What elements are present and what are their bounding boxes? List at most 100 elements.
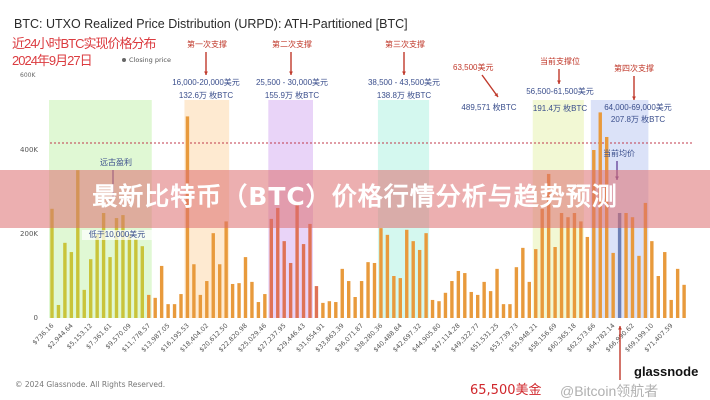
bar xyxy=(172,304,177,318)
bar xyxy=(192,264,196,318)
support-4-range: 64,000-69,000美元 xyxy=(604,103,672,112)
bar xyxy=(301,244,306,318)
bar xyxy=(140,246,144,318)
bar xyxy=(95,234,99,318)
bar xyxy=(276,207,280,318)
bottom-price-label: 65,500美金 xyxy=(470,383,542,398)
bar xyxy=(534,249,538,318)
support-3-range: 38,500 - 43,500美元 xyxy=(367,78,441,87)
bar xyxy=(682,284,686,318)
bar xyxy=(553,247,557,318)
bar xyxy=(405,229,409,318)
y-tick: 200K xyxy=(20,230,38,238)
support-1-label: 第一次支撑 xyxy=(187,40,227,49)
support-1-range: 16,000-20,000美元 xyxy=(172,78,240,87)
bar xyxy=(353,297,357,318)
bar xyxy=(656,276,660,318)
glassnode-logo: glassnode xyxy=(634,364,699,379)
bar xyxy=(559,213,564,318)
arrow-icon xyxy=(481,74,499,98)
bar xyxy=(482,281,486,318)
current-support-label: 当前支撑位 xyxy=(540,57,580,66)
bar xyxy=(566,217,570,318)
bar xyxy=(76,170,80,318)
current-support-range: 56,500-61,500美元 xyxy=(526,87,594,96)
bar xyxy=(372,262,377,318)
support-2-amount: 155.9万 枚BTC xyxy=(264,91,320,100)
bar xyxy=(282,241,286,318)
bar xyxy=(288,262,293,318)
bar xyxy=(269,218,273,318)
bar xyxy=(579,221,583,318)
bar xyxy=(476,294,480,318)
bar xyxy=(218,264,222,318)
bar xyxy=(540,208,544,318)
bar xyxy=(424,233,428,318)
bar xyxy=(398,278,402,318)
bar xyxy=(624,213,628,318)
bar xyxy=(521,247,525,318)
support-2-label: 第二次支撑 xyxy=(272,40,312,49)
bar xyxy=(82,289,86,318)
legend-closing-price[interactable]: Closing price xyxy=(122,56,171,64)
chart-title: BTC: UTXO Realized Price Distribution (U… xyxy=(14,17,408,31)
bar xyxy=(295,204,299,318)
overlay-date: 2024年9月27日 xyxy=(12,53,93,68)
support-3-amount: 138.8万 枚BTC xyxy=(376,91,432,100)
arrowhead-icon xyxy=(289,71,293,75)
bar xyxy=(501,304,506,318)
bar xyxy=(430,299,435,318)
average-price-label: 当前均价 xyxy=(603,149,635,158)
bar xyxy=(495,268,499,318)
bar xyxy=(417,249,422,318)
bar xyxy=(243,257,248,318)
bar xyxy=(443,292,448,318)
bar xyxy=(224,221,228,318)
bar xyxy=(63,242,67,318)
bar xyxy=(643,202,648,318)
bar xyxy=(411,241,415,318)
bar xyxy=(114,218,119,318)
support-2-range: 25,500 - 30,000美元 xyxy=(255,78,329,87)
bar xyxy=(385,234,390,318)
bar xyxy=(340,268,344,318)
bar xyxy=(56,304,61,318)
bar xyxy=(121,215,125,318)
support-4-amount: 207.8万 枚BTC xyxy=(610,115,666,124)
support-4-label: 第四次支撑 xyxy=(614,64,654,73)
bar xyxy=(166,304,170,318)
bar xyxy=(366,262,370,318)
bar xyxy=(379,228,383,318)
bar xyxy=(147,294,151,318)
bar xyxy=(327,301,332,318)
bar xyxy=(508,304,512,318)
bar xyxy=(514,267,519,318)
arrowhead-icon xyxy=(204,71,208,75)
bar xyxy=(314,286,319,318)
bar xyxy=(469,291,473,318)
bar xyxy=(50,208,54,318)
bar xyxy=(359,281,364,318)
bar xyxy=(456,270,461,318)
legend-label: Closing price xyxy=(129,56,172,64)
ancient-profit-label: 远古盈利 xyxy=(100,158,132,167)
bar xyxy=(650,241,654,318)
bar xyxy=(256,302,261,318)
bar xyxy=(250,281,254,318)
bar xyxy=(308,223,312,318)
bar xyxy=(159,265,164,318)
y-top-label: 600K xyxy=(20,72,36,79)
bar xyxy=(488,291,493,318)
bar xyxy=(211,233,215,318)
banner-title: 最新比特币（BTC）价格行情分析与趋势预测 xyxy=(92,182,618,211)
bar xyxy=(617,213,622,318)
bar xyxy=(675,268,680,318)
bar xyxy=(263,294,267,318)
arrowhead-icon xyxy=(494,93,498,97)
copyright-footer: © 2024 Glassnode. All Rights Reserved. xyxy=(15,380,166,389)
arrowhead-icon xyxy=(618,326,622,330)
bar xyxy=(134,239,138,318)
watermark: @Bitcoin领航者 xyxy=(560,383,659,399)
bar xyxy=(101,213,106,318)
arrowhead-icon xyxy=(557,80,561,84)
